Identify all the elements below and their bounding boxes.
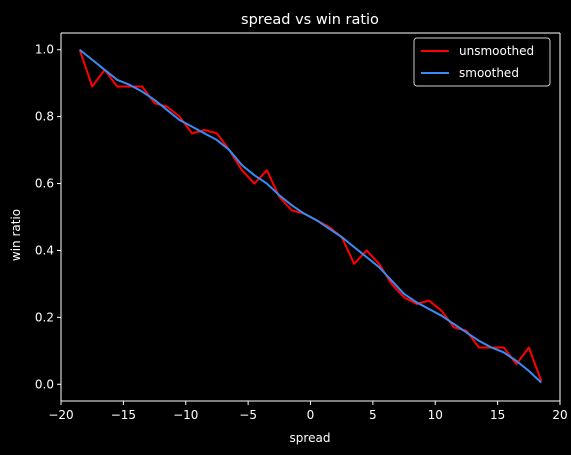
y-axis-label: win ratio	[9, 209, 23, 261]
x-tick-label: 20	[552, 408, 567, 422]
y-tick-label: 0.8	[35, 110, 54, 124]
y-tick-label: 1.0	[35, 43, 54, 57]
x-tick-label: −5	[239, 408, 257, 422]
legend-label-smoothed: smoothed	[459, 66, 519, 80]
x-axis-label: spread	[290, 431, 331, 445]
series-layer	[78, 48, 543, 384]
x-axis-ticks: −20 −15 −10 −5 0 5 10 15 20	[48, 401, 568, 422]
x-tick-label: 5	[369, 408, 377, 422]
y-tick-label: 0.0	[35, 377, 54, 391]
y-tick-label: 0.4	[35, 243, 54, 257]
x-tick-label: −10	[173, 408, 198, 422]
y-tick-label: 0.2	[35, 310, 54, 324]
x-tick-label: 10	[428, 408, 443, 422]
x-tick-label: 15	[490, 408, 505, 422]
chart-title: spread vs win ratio	[241, 12, 379, 28]
y-axis-ticks: 0.0 0.2 0.4 0.6 0.8 1.0	[35, 43, 61, 391]
series-line-smoothed	[79, 48, 542, 384]
legend-label-unsmoothed: unsmoothed	[459, 44, 534, 58]
x-tick-label: −20	[48, 408, 73, 422]
x-tick-label: −15	[111, 408, 136, 422]
y-tick-label: 0.6	[35, 177, 54, 191]
x-tick-label: 0	[307, 408, 315, 422]
legend: unsmoothed smoothed	[413, 37, 551, 87]
